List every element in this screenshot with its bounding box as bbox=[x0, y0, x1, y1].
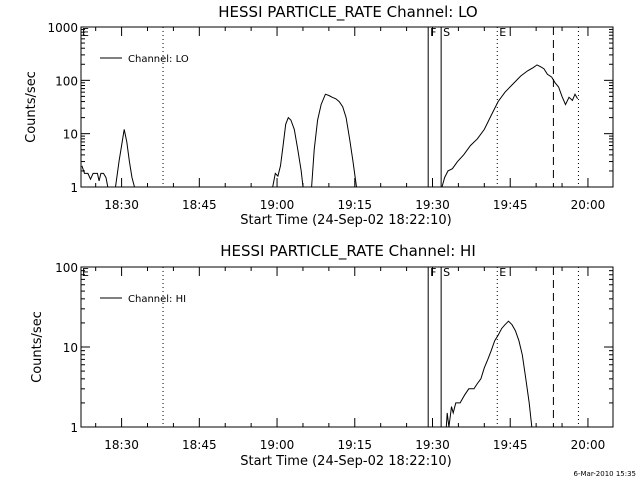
panel-lo-series-line bbox=[115, 129, 135, 188]
panel-lo-frame bbox=[80, 26, 614, 188]
panel-lo-xtick-label: 19:00 bbox=[260, 198, 295, 212]
panel-lo-left-flag: E bbox=[82, 26, 89, 39]
panel-hi-marker-label: F bbox=[430, 266, 436, 279]
panel-hi-title: HESSI PARTICLE_RATE Channel: HI bbox=[220, 242, 476, 261]
panel-lo-marker-label: E bbox=[499, 26, 506, 39]
panel-lo-xtick-label: 19:15 bbox=[337, 198, 372, 212]
panel-lo-xtick-label: 19:45 bbox=[493, 198, 528, 212]
panel-lo-ytick-label: 1000 bbox=[47, 21, 78, 35]
panel-hi-ytick-label: 100 bbox=[55, 261, 78, 275]
panel-lo-series-line bbox=[272, 116, 304, 188]
panel-lo-series-line bbox=[81, 165, 109, 188]
panel-lo-ytick-label: 100 bbox=[55, 74, 78, 88]
panel-hi-ylabel: Counts/sec bbox=[30, 311, 45, 383]
panel-lo-marker-label: S bbox=[443, 26, 450, 39]
panel-hi-xtick-label: 18:30 bbox=[104, 438, 139, 452]
panel-hi-series-line bbox=[445, 320, 533, 428]
panel-hi-marker-label: S bbox=[443, 266, 450, 279]
panel-lo-series-line bbox=[311, 93, 357, 188]
panel-lo-xtick-label: 18:45 bbox=[182, 198, 217, 212]
panel-lo-xtick-label: 18:30 bbox=[104, 198, 139, 212]
panel-hi-left-flag: E bbox=[82, 266, 89, 279]
panel-hi-marker-label: E bbox=[499, 266, 506, 279]
panel-lo-ytick-label: 10 bbox=[63, 128, 78, 142]
panel-hi-legend-label: Channel: HI bbox=[128, 294, 186, 305]
panel-lo-plot: 18:30 18:45 19:00 19:15 19:30 19:45 20:00 1 10 10… bbox=[47, 21, 614, 212]
panel-lo-marker-label: F bbox=[430, 26, 436, 39]
plot-layer: 18:30 18:45 19:00 19:15 19:30 19:45 20:00 1 10 10… bbox=[47, 21, 614, 452]
panel-hi-xtick-label: 19:45 bbox=[493, 438, 528, 452]
panel-lo-series-line bbox=[441, 64, 579, 188]
panel-hi-frame bbox=[80, 266, 614, 428]
panel-hi-xtick-label: 19:15 bbox=[337, 438, 372, 452]
panel-lo-title: HESSI PARTICLE_RATE Channel: LO bbox=[218, 3, 477, 22]
panel-lo-xtick-label: 19:30 bbox=[415, 198, 450, 212]
panel-lo-xlabel: Start Time (24-Sep-02 18:22:10) bbox=[240, 213, 451, 228]
panel-hi-ytick-label: 10 bbox=[63, 341, 78, 355]
date-stamp: 6-Mar-2010 15:35 bbox=[574, 470, 636, 478]
panel-hi-xtick-label: 19:00 bbox=[260, 438, 295, 452]
panel-hi-xtick-label: 19:30 bbox=[415, 438, 450, 452]
panel-hi-ytick-label: 1 bbox=[70, 421, 78, 435]
panel-hi-xlabel: Start Time (24-Sep-02 18:22:10) bbox=[240, 454, 451, 469]
panel-lo-ytick-label: 1 bbox=[70, 181, 78, 195]
panel-hi-xtick-label: 20:00 bbox=[571, 438, 606, 452]
panel-lo-xtick-label: 20:00 bbox=[571, 198, 606, 212]
panel-hi-plot: 18:30 18:45 19:00 19:15 19:30 19:45 20:00 1 10 10… bbox=[55, 261, 614, 452]
panel-lo-legend-label: Channel: LO bbox=[128, 54, 189, 65]
panel-lo-ylabel: Counts/sec bbox=[24, 71, 39, 143]
panel-hi-xtick-label: 18:45 bbox=[182, 438, 217, 452]
